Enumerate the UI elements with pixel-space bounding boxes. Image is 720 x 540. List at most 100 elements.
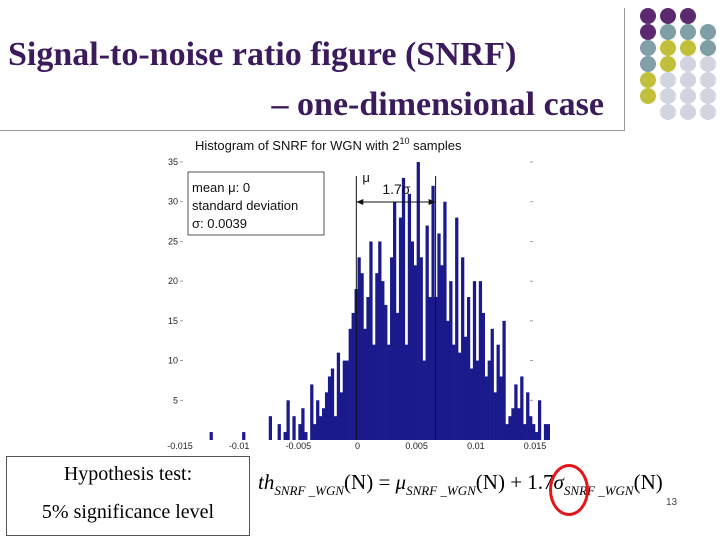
histogram-bar	[301, 408, 305, 440]
histogram-bar	[322, 408, 326, 440]
histogram-bars	[209, 162, 550, 440]
histogram-bar	[310, 384, 314, 440]
histogram-bar	[342, 360, 346, 440]
histogram-bar	[336, 352, 341, 440]
formula-equals: =	[373, 470, 396, 494]
histogram-bar	[529, 416, 533, 440]
histogram-bar	[511, 408, 515, 440]
threshold-formula: thSNRF _WGN(N) = μSNRF _WGN(N) + 1.7σSNR…	[258, 470, 708, 510]
histogram-bar	[431, 185, 435, 440]
histogram-bar	[499, 376, 503, 440]
histogram-bar	[419, 257, 423, 440]
decor-dot	[660, 8, 676, 24]
histogram-bar	[481, 312, 486, 440]
y-tick-label: 15	[168, 316, 178, 326]
histogram-bar	[466, 297, 471, 440]
x-tick-label: 0.01	[467, 441, 485, 450]
span-arrow-right-head	[428, 199, 436, 205]
legend-box	[187, 171, 325, 236]
title-line-2: – one-dimensional case	[271, 86, 604, 123]
histogram-bar	[446, 320, 450, 440]
mu-annotation: μ	[362, 170, 370, 185]
histogram-bar	[428, 297, 432, 440]
decor-dot	[680, 104, 696, 120]
histogram-bar	[472, 281, 477, 440]
slide-number: 13	[666, 497, 678, 508]
y-tick-label: 20	[168, 276, 178, 286]
chart-title-end: samples	[409, 138, 462, 153]
title-divider	[0, 130, 625, 131]
histogram-bar	[443, 201, 447, 440]
histogram-bar	[313, 424, 317, 440]
x-tick-label: -0.005	[286, 441, 312, 450]
histogram-bar	[398, 217, 403, 440]
decor-dot	[660, 24, 676, 40]
histogram-bar	[532, 424, 536, 440]
histogram-bar	[543, 424, 548, 440]
histogram-bar	[449, 281, 453, 440]
decor-dot	[640, 8, 656, 24]
histogram-bar	[363, 328, 367, 440]
histogram-bar	[277, 424, 281, 440]
histogram-bar	[242, 432, 246, 440]
histogram-bar	[455, 217, 459, 440]
decor-dot	[660, 40, 676, 56]
histogram-bar	[324, 392, 329, 440]
formula-arg-2: (N)	[475, 470, 505, 494]
histogram-bar	[496, 344, 500, 440]
decor-dot	[700, 88, 716, 104]
histogram-bar	[393, 201, 397, 440]
histogram-bar	[526, 392, 530, 440]
histogram-bar	[372, 344, 376, 440]
histogram-bar	[387, 344, 391, 440]
chart-title-exponent: 10	[399, 136, 409, 146]
histogram-bar	[286, 400, 290, 440]
y-tick-label: 35	[168, 157, 178, 167]
histogram-bar	[475, 360, 480, 440]
histogram-bar	[390, 257, 394, 440]
histogram-bar	[395, 312, 400, 440]
decor-dot	[680, 8, 696, 24]
histogram-bar	[319, 416, 323, 440]
histogram-bar	[478, 281, 483, 440]
histogram-bar	[517, 408, 521, 440]
histogram-bar	[425, 225, 429, 440]
decor-dot	[640, 40, 656, 56]
histogram-bar	[535, 432, 539, 440]
span-arrow-left-head	[356, 199, 364, 205]
histogram-bar	[546, 424, 550, 440]
histogram-bar	[209, 432, 213, 440]
histogram-bar	[283, 432, 287, 440]
histogram-bar	[490, 328, 494, 440]
histogram-bar	[345, 360, 349, 440]
legend-sigma: σ: 0.0039	[192, 216, 247, 231]
hypothesis-line-1: Hypothesis test:	[63, 463, 193, 485]
decor-dot	[640, 88, 656, 104]
chart-title: Histogram of SNRF for WGN with 210 sampl…	[195, 136, 462, 153]
decor-dot	[660, 56, 676, 72]
histogram-bar	[381, 281, 385, 440]
formula-lhs-sub: SNRF _WGN	[274, 483, 345, 498]
histogram-bar	[523, 424, 527, 440]
decor-dot	[680, 88, 696, 104]
histogram-bar	[304, 432, 308, 440]
decor-dot	[700, 40, 716, 56]
histogram-bar	[508, 416, 512, 440]
hypothesis-line-2: 5% significance level	[41, 501, 215, 523]
y-tick-label: 10	[168, 356, 178, 366]
histogram-bar	[316, 400, 320, 440]
histogram-bar	[537, 400, 542, 440]
x-tick-label: 0.015	[524, 441, 547, 450]
x-tick-label: -0.015	[167, 441, 193, 450]
histogram-bar	[401, 177, 406, 440]
x-tick-label: -0.01	[229, 441, 250, 450]
histogram-bar	[360, 273, 364, 440]
histogram-bar	[298, 424, 302, 440]
x-tick-label: 0.005	[405, 441, 428, 450]
legend-mean: mean μ: 0	[192, 180, 250, 195]
chart-title-main: Histogram of SNRF for WGN with 2	[195, 138, 399, 153]
histogram-bar	[384, 304, 388, 440]
histogram-bar	[339, 392, 344, 440]
corner-divider	[624, 8, 625, 130]
legend-std-label: standard deviation	[192, 198, 298, 213]
